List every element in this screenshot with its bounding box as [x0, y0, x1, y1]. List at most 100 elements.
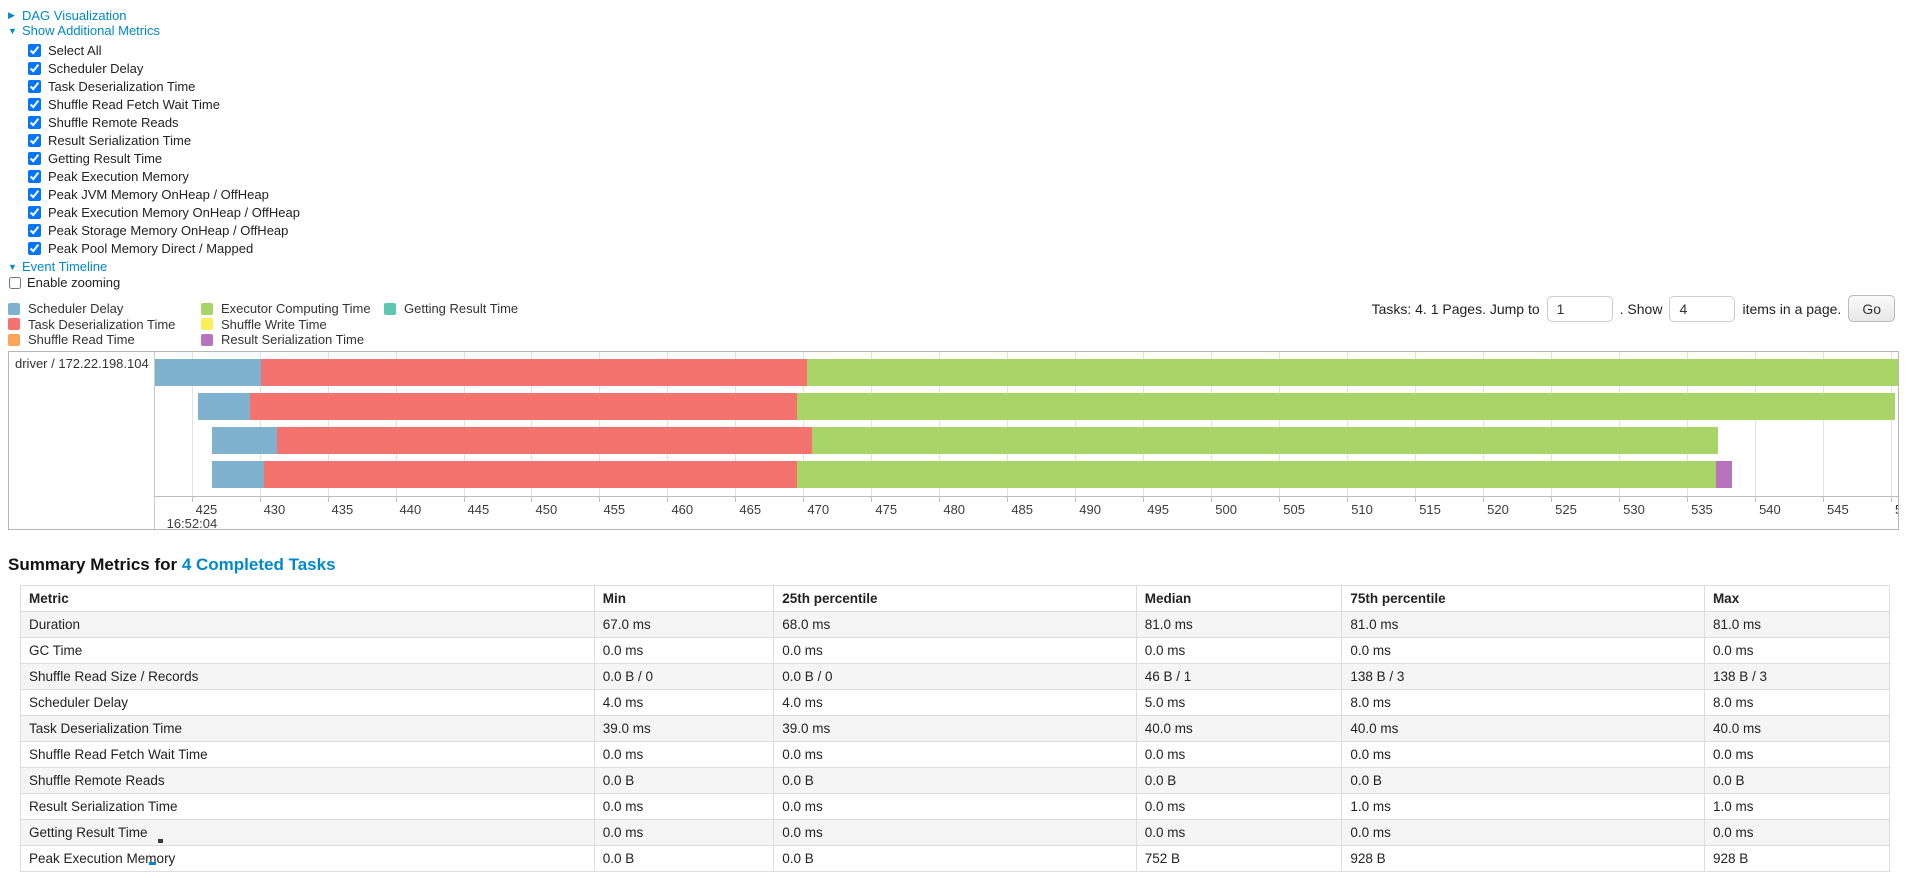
metric-checkbox-2[interactable] [28, 79, 41, 93]
task-segment-scheduler_delay[interactable] [155, 359, 261, 386]
metric-checkbox-item: Peak Storage Memory OnHeap / OffHeap [28, 221, 1907, 239]
task-segment-scheduler_delay[interactable] [211, 461, 264, 488]
axis-tick-label: 450 [535, 502, 558, 517]
gridline [463, 352, 465, 496]
event-timeline-section: Scheduler Delay Task Deserialization Time… [0, 295, 1907, 539]
gridline [1891, 352, 1893, 496]
metric-value-cell: 0.0 ms [1703, 637, 1891, 664]
metric-checkbox-9[interactable] [28, 205, 41, 219]
gridline [1687, 352, 1689, 496]
timeline-task-row [155, 356, 1898, 390]
legend-item: Scheduler Delay [8, 301, 201, 317]
enable-zooming-row: Enable zooming [8, 274, 1907, 291]
metric-checkbox-3[interactable] [28, 97, 41, 111]
metric-name-cell: Peak Execution Memory [20, 845, 595, 872]
event-timeline-toggle[interactable]: ▼ Event Timeline [8, 259, 1907, 274]
metric-checkbox-label: Peak Execution Memory OnHeap / OffHeap [48, 204, 300, 220]
gridline [259, 352, 261, 496]
items-per-page-input[interactable] [1669, 295, 1736, 322]
metric-value-cell: 0.0 B [773, 845, 1137, 872]
metric-value-cell: 8.0 ms [1703, 689, 1891, 716]
metric-checkbox-1[interactable] [28, 61, 41, 75]
metric-value-cell: 40.0 ms [1341, 715, 1705, 742]
metric-value-cell: 0.0 ms [1703, 741, 1891, 768]
gridline [1279, 352, 1281, 496]
metric-value-cell: 0.0 B [1135, 767, 1343, 794]
metric-checkbox-0[interactable] [28, 43, 41, 57]
metric-checkbox-5[interactable] [28, 133, 41, 147]
table-row: Result Serialization Time 0.0 ms 0.0 ms 0.0… [20, 793, 1891, 820]
axis-tick-label: 455 [603, 502, 626, 517]
table-row: GC Time 0.0 ms 0.0 ms 0.0 ms 0.0 ms 0.0 ms [20, 637, 1891, 664]
metric-checkbox-label: Shuffle Read Fetch Wait Time [48, 96, 220, 112]
axis-tick [1007, 497, 1009, 502]
metric-name-cell: GC Time [20, 637, 595, 664]
metric-checkbox-item: Peak Execution Memory [28, 167, 1907, 185]
gridline [1075, 352, 1077, 496]
metric-checkbox-8[interactable] [28, 187, 41, 201]
gridline [939, 352, 941, 496]
metric-name-cell: Getting Result Time [20, 819, 595, 846]
dag-visualization-toggle[interactable]: ▶ DAG Visualization [8, 8, 1907, 23]
clipped-content-fragment [158, 839, 163, 843]
metric-value-cell: 138 B / 3 [1703, 663, 1891, 690]
metric-value-cell: 928 B [1341, 845, 1705, 872]
metric-checkbox-label: Peak Execution Memory [48, 168, 189, 184]
metric-checkbox-6[interactable] [28, 151, 41, 165]
task-segment-task_deserialization[interactable] [260, 359, 808, 386]
metric-checkbox-4[interactable] [28, 115, 41, 129]
task-segment-executor_computing[interactable] [796, 393, 1896, 420]
jump-to-page-input[interactable] [1546, 295, 1613, 322]
task-segment-scheduler_delay[interactable] [211, 427, 278, 454]
legend-swatch-icon [201, 333, 213, 346]
show-additional-metrics-toggle[interactable]: ▼ Show Additional Metrics [8, 23, 1907, 38]
metric-value-cell: 46 B / 1 [1135, 663, 1343, 690]
axis-tick [1619, 497, 1621, 502]
metric-value-cell: 40.0 ms [1135, 715, 1343, 742]
summary-metrics-table: Metric Min 25th percentile Median 75th perce… [20, 585, 1891, 872]
table-row: Peak Execution Memory 0.0 B 0.0 B 752 B 928 … [20, 845, 1891, 872]
axis-tick [1279, 497, 1281, 502]
legend-swatch-icon [8, 318, 20, 331]
gridline [395, 352, 397, 496]
axis-tick [395, 497, 397, 502]
timeline-group-label: driver / 172.22.198.104 [15, 356, 149, 371]
axis-tick-label: 460 [671, 502, 694, 517]
axis-tick [1755, 497, 1757, 502]
gridline [667, 352, 669, 496]
task-segment-task_deserialization[interactable] [250, 393, 797, 420]
gridline [871, 352, 873, 496]
task-segment-executor_computing[interactable] [811, 427, 1719, 454]
axis-tick-label: 425 [195, 502, 218, 517]
task-segment-scheduler_delay[interactable] [198, 393, 251, 420]
task-segment-task_deserialization[interactable] [277, 427, 812, 454]
axis-tick [667, 497, 669, 502]
gridline [1483, 352, 1485, 496]
metric-checkbox-11[interactable] [28, 241, 41, 255]
task-segment-result_serialization[interactable] [1715, 461, 1732, 488]
axis-tick-label: 510 [1351, 502, 1373, 517]
column-header: Max [1703, 585, 1891, 612]
metric-value-cell: 0.0 ms [1341, 637, 1705, 664]
enable-zooming-checkbox[interactable] [9, 276, 21, 289]
completed-tasks-link[interactable]: 4 Completed Tasks [181, 555, 336, 574]
axis-tick-label: 515 [1419, 502, 1441, 517]
metric-value-cell: 0.0 ms [773, 793, 1137, 820]
timeline-x-axis: 425 430 435 440 445 450 455 460 465 470 475 480 485 4… [154, 496, 1898, 529]
axis-tick-label: 465 [739, 502, 762, 517]
metric-checkbox-label: Result Serialization Time [48, 132, 192, 148]
metric-value-cell: 0.0 ms [1135, 637, 1343, 664]
metric-value-cell: 1.0 ms [1341, 793, 1705, 820]
column-header: Min [593, 585, 775, 612]
table-row: Duration 67.0 ms 68.0 ms 81.0 ms 81.0 ms 81.0… [20, 611, 1891, 638]
timeline-plot-area [154, 352, 1898, 496]
metric-checkbox-7[interactable] [28, 169, 41, 183]
legend-swatch-icon [8, 302, 20, 315]
go-button[interactable]: Go [1848, 295, 1895, 322]
task-segment-task_deserialization[interactable] [263, 461, 797, 488]
task-segment-executor_computing[interactable] [807, 359, 1898, 386]
metric-checkbox-10[interactable] [28, 223, 41, 237]
axis-tick-label: 540 [1759, 502, 1781, 517]
task-segment-executor_computing[interactable] [796, 461, 1716, 488]
metric-checkbox-item: Peak JVM Memory OnHeap / OffHeap [28, 185, 1907, 203]
